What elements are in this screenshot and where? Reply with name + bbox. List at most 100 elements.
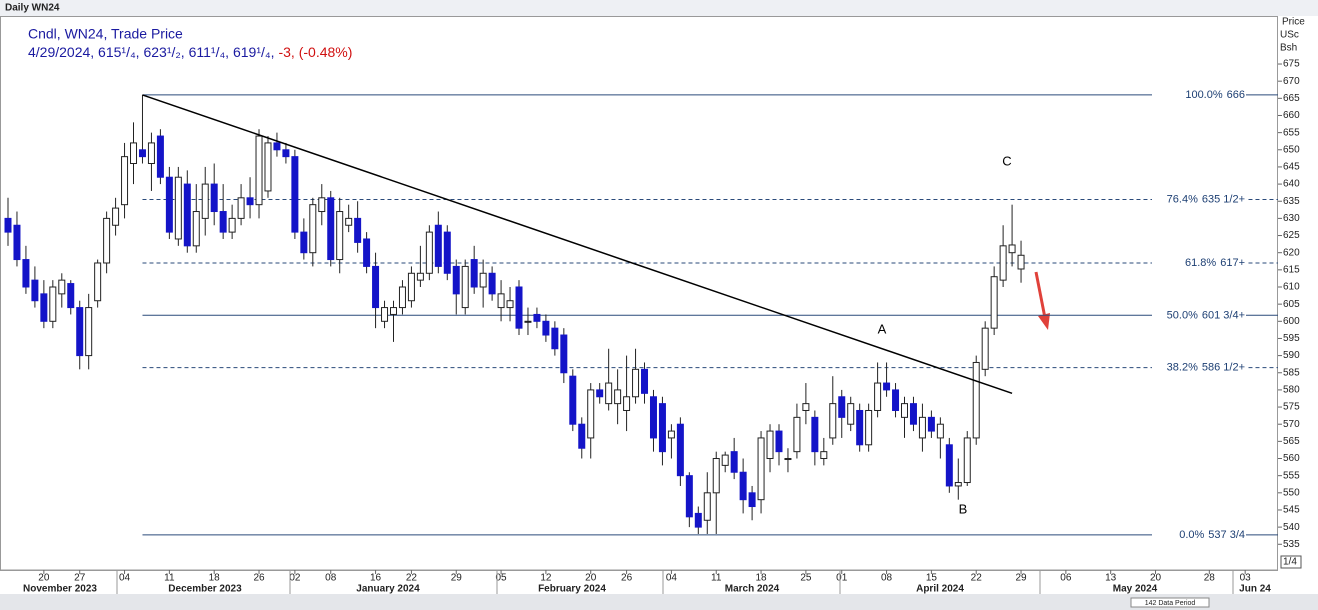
annotation: B: [959, 501, 968, 516]
candle-body: [443, 231, 451, 274]
candle-body: [775, 430, 783, 453]
month-label: December 2023: [168, 584, 242, 595]
fib-label-bg: [1152, 192, 1246, 207]
x-tick-label: 18: [209, 573, 221, 584]
month-label: January 2024: [356, 584, 420, 595]
candle-body: [40, 293, 48, 322]
candle-body: [497, 293, 505, 309]
fib-label-bg: [1152, 360, 1246, 375]
y-tick-label: 605: [1283, 299, 1300, 310]
y-tick-label: 575: [1283, 402, 1300, 413]
candle-body: [398, 286, 406, 309]
candle-body: [327, 197, 335, 261]
candle-body: [183, 183, 191, 247]
plot-frame: [0, 16, 1278, 571]
candle-body: [990, 276, 998, 329]
candle-body: [22, 259, 30, 288]
candle-body: [470, 259, 478, 288]
candle-body: [829, 403, 837, 439]
candle-body: [892, 389, 900, 411]
arrow-shaft: [1034, 271, 1047, 319]
y-tick-label: 595: [1283, 333, 1300, 344]
annotation: A: [878, 321, 887, 336]
candle-body: [820, 451, 828, 460]
candle-body: [255, 135, 263, 206]
y-tick-label: 560: [1283, 453, 1300, 464]
candle-body: [103, 217, 111, 264]
y-tick-label: 580: [1283, 385, 1300, 396]
candle-body: [596, 389, 604, 398]
candle-body: [121, 156, 129, 206]
candle-body: [999, 245, 1007, 281]
candle-body: [345, 217, 353, 226]
x-tick-label: 03: [1240, 573, 1252, 584]
fib-label: 100.0% 666: [1185, 89, 1245, 101]
candle-body: [865, 409, 873, 446]
candle-body: [605, 382, 613, 405]
candle-body: [909, 403, 917, 425]
candle-body: [515, 286, 523, 329]
scroll-thumb[interactable]: [1130, 597, 1210, 608]
title-bar: [0, 0, 1318, 16]
candle-body: [802, 403, 810, 411]
candle-body: [793, 416, 801, 453]
x-tick-label: 18: [755, 573, 767, 584]
candle-body: [336, 211, 344, 261]
fib-pct: 0.0%: [1179, 529, 1204, 541]
candle-body: [901, 403, 908, 418]
fib-price: 601 3/4+: [1202, 309, 1245, 321]
candle-body: [318, 197, 326, 213]
candle-body: [945, 444, 953, 487]
candle-body: [667, 430, 675, 439]
annotation: C: [1002, 153, 1011, 168]
zoom-box[interactable]: [1280, 555, 1302, 569]
y-tick-label: 640: [1283, 179, 1300, 190]
y-tick-label: 625: [1283, 230, 1300, 241]
y-tick-label: 670: [1283, 76, 1300, 87]
month-label: March 2024: [725, 584, 780, 595]
y-tick-label: 535: [1283, 539, 1300, 550]
month-label: November 2023: [23, 584, 97, 595]
candle-body: [766, 430, 774, 460]
candle-body: [838, 396, 846, 418]
candle-body: [4, 217, 12, 233]
fib-label: 61.8% 617+: [1185, 257, 1245, 269]
fib-price: 666: [1227, 89, 1245, 101]
x-tick-label: 20: [585, 573, 597, 584]
fib-label-bg: [1152, 255, 1246, 270]
candle-body: [201, 183, 209, 219]
candle-body: [58, 279, 66, 295]
candle-body: [649, 396, 657, 439]
scrollbar[interactable]: [0, 594, 1318, 610]
candle-body: [1017, 254, 1025, 270]
candle-body: [1008, 244, 1016, 254]
y-tick-label: 570: [1283, 419, 1300, 430]
candle-body: [13, 224, 21, 261]
candle-body: [883, 382, 891, 391]
x-tick-label: 22: [406, 573, 418, 584]
candle-body: [623, 396, 631, 411]
candle-body: [228, 217, 236, 233]
candle-body: [551, 327, 559, 350]
fib-label: 50.0% 601 3/4+: [1167, 309, 1245, 321]
candle-body: [174, 176, 182, 240]
candle-body: [721, 454, 729, 466]
axis-header: Bsh: [1280, 43, 1297, 54]
x-tick-label: 29: [451, 573, 463, 584]
candle-body: [112, 207, 120, 226]
x-tick-label: 29: [1015, 573, 1027, 584]
fib-label-bg: [1152, 87, 1246, 102]
candle-body: [936, 423, 944, 439]
fib-label: 76.4% 635 1/2+: [1167, 193, 1245, 205]
candle-body: [694, 512, 702, 528]
candle-body: [811, 416, 819, 453]
y-tick-label: 665: [1283, 93, 1300, 104]
candle-body: [138, 149, 146, 158]
candle-body: [578, 423, 586, 449]
candle-body: [712, 458, 720, 494]
y-tick-label: 620: [1283, 247, 1300, 258]
x-tick-label: 20: [38, 573, 50, 584]
candle-body: [658, 403, 666, 453]
legend-values: 4/29/2024, 615¹/₄, 623¹/₂, 611¹/₄, 619¹/…: [28, 44, 352, 60]
